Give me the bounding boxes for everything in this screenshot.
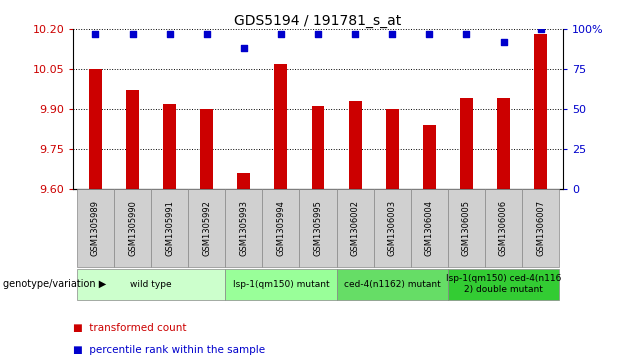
Bar	[423, 125, 436, 189]
Bar	[300, 189, 336, 267]
Bar	[200, 109, 213, 189]
Bar	[237, 173, 251, 189]
Text: ■  transformed count: ■ transformed count	[73, 323, 186, 333]
Text: GSM1306006: GSM1306006	[499, 200, 508, 256]
Text: GSM1306007: GSM1306007	[536, 200, 545, 256]
Text: lsp-1(qm150) mutant: lsp-1(qm150) mutant	[233, 280, 329, 289]
Point	[499, 39, 509, 45]
Bar	[188, 189, 225, 267]
Bar	[534, 34, 547, 189]
Point	[536, 26, 546, 32]
Bar	[448, 189, 485, 267]
Text: genotype/variation ▶: genotype/variation ▶	[3, 279, 106, 289]
Text: GSM1306003: GSM1306003	[388, 200, 397, 256]
Bar	[77, 269, 225, 299]
Point	[165, 31, 175, 37]
Bar	[349, 101, 362, 189]
Bar	[163, 103, 176, 189]
Text: GSM1305993: GSM1305993	[239, 200, 248, 256]
Point	[127, 31, 137, 37]
Text: ■  percentile rank within the sample: ■ percentile rank within the sample	[73, 345, 265, 355]
Bar	[385, 109, 399, 189]
Bar	[336, 189, 374, 267]
Bar	[485, 189, 522, 267]
Title: GDS5194 / 191781_s_at: GDS5194 / 191781_s_at	[235, 14, 401, 28]
Text: GSM1305995: GSM1305995	[314, 200, 322, 256]
Bar	[126, 90, 139, 189]
Point	[424, 31, 434, 37]
Bar	[77, 189, 114, 267]
Text: GSM1306005: GSM1306005	[462, 200, 471, 256]
Point	[387, 31, 398, 37]
Bar	[89, 69, 102, 189]
Bar	[312, 106, 324, 189]
Bar	[497, 98, 510, 189]
Text: GSM1306004: GSM1306004	[425, 200, 434, 256]
Bar	[460, 98, 473, 189]
Point	[350, 31, 360, 37]
Text: wild type: wild type	[130, 280, 172, 289]
Text: GSM1305994: GSM1305994	[277, 200, 286, 256]
Bar	[522, 189, 559, 267]
Text: GSM1305989: GSM1305989	[91, 200, 100, 256]
Bar	[336, 269, 448, 299]
Point	[90, 31, 100, 37]
Bar	[263, 189, 300, 267]
Bar	[411, 189, 448, 267]
Point	[461, 31, 471, 37]
Bar	[374, 189, 411, 267]
Bar	[448, 269, 559, 299]
Text: lsp-1(qm150) ced-4(n116
2) double mutant: lsp-1(qm150) ced-4(n116 2) double mutant	[446, 274, 561, 294]
Point	[202, 31, 212, 37]
Text: GSM1306002: GSM1306002	[350, 200, 359, 256]
Bar	[274, 64, 287, 189]
Point	[313, 31, 323, 37]
Text: ced-4(n1162) mutant: ced-4(n1162) mutant	[344, 280, 441, 289]
Point	[276, 31, 286, 37]
Text: GSM1305992: GSM1305992	[202, 200, 211, 256]
Text: GSM1305990: GSM1305990	[128, 200, 137, 256]
Text: GSM1305991: GSM1305991	[165, 200, 174, 256]
Point	[238, 45, 249, 51]
Bar	[151, 189, 188, 267]
Bar	[225, 189, 263, 267]
Bar	[114, 189, 151, 267]
Bar	[225, 269, 336, 299]
